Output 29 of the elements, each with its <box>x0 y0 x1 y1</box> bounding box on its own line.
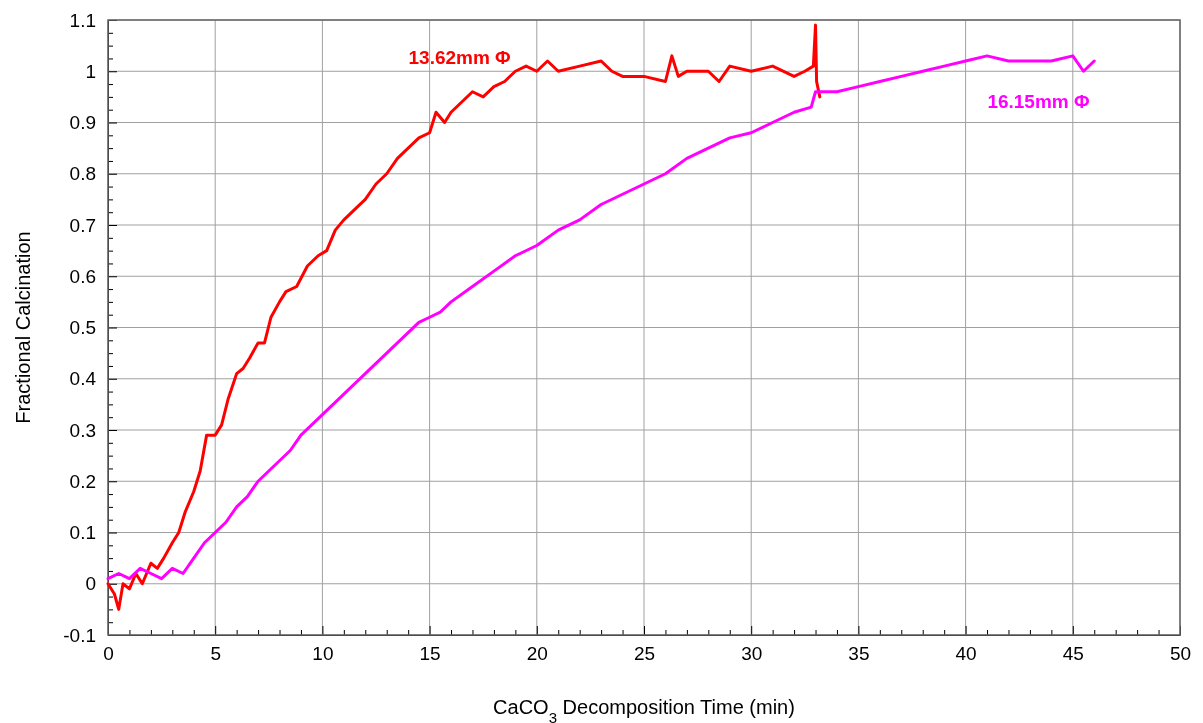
x-tick-label: 10 <box>312 643 334 665</box>
x-tick-label: 0 <box>103 643 114 665</box>
annotation: 13.62mm Φ <box>408 47 512 69</box>
x-tick-label: 25 <box>633 643 656 665</box>
y-tick-label: 0.1 <box>69 522 96 544</box>
x-tick-label: 45 <box>1062 643 1084 665</box>
x-tick-label: 35 <box>848 643 870 665</box>
y-tick-label: -0.1 <box>63 624 96 646</box>
x-tick-label: 40 <box>955 643 977 665</box>
y-tick-label: 0.5 <box>69 317 96 339</box>
y-tick-label: 0.6 <box>69 265 96 287</box>
x-tick-label: 20 <box>526 643 548 665</box>
annotation: 16.15mm Φ <box>987 91 1090 113</box>
x-tick-label: 50 <box>1169 643 1192 665</box>
line-series <box>106 23 822 611</box>
y-tick-label: 0 <box>85 573 96 595</box>
y-tick-label: 1.1 <box>69 9 96 31</box>
x-tick-label: 15 <box>419 643 441 665</box>
x-tick-label: 30 <box>741 643 763 665</box>
y-tick-label: 0.9 <box>69 112 96 134</box>
y-tick-label: 0.7 <box>69 214 96 236</box>
y-tick-label: 0.4 <box>69 368 97 390</box>
y-tick-label: 0.3 <box>69 419 96 441</box>
y-axis-title: Fractional Calcination <box>12 231 34 424</box>
x-axis-title: CaCO$_{3}$ Decomposition Time (min) <box>493 696 795 723</box>
y-tick-label: 0.8 <box>69 163 96 185</box>
y-tick-label: 0.2 <box>69 470 96 492</box>
y-tick-label: 1 <box>85 60 96 82</box>
x-tick-label: 5 <box>210 643 221 665</box>
